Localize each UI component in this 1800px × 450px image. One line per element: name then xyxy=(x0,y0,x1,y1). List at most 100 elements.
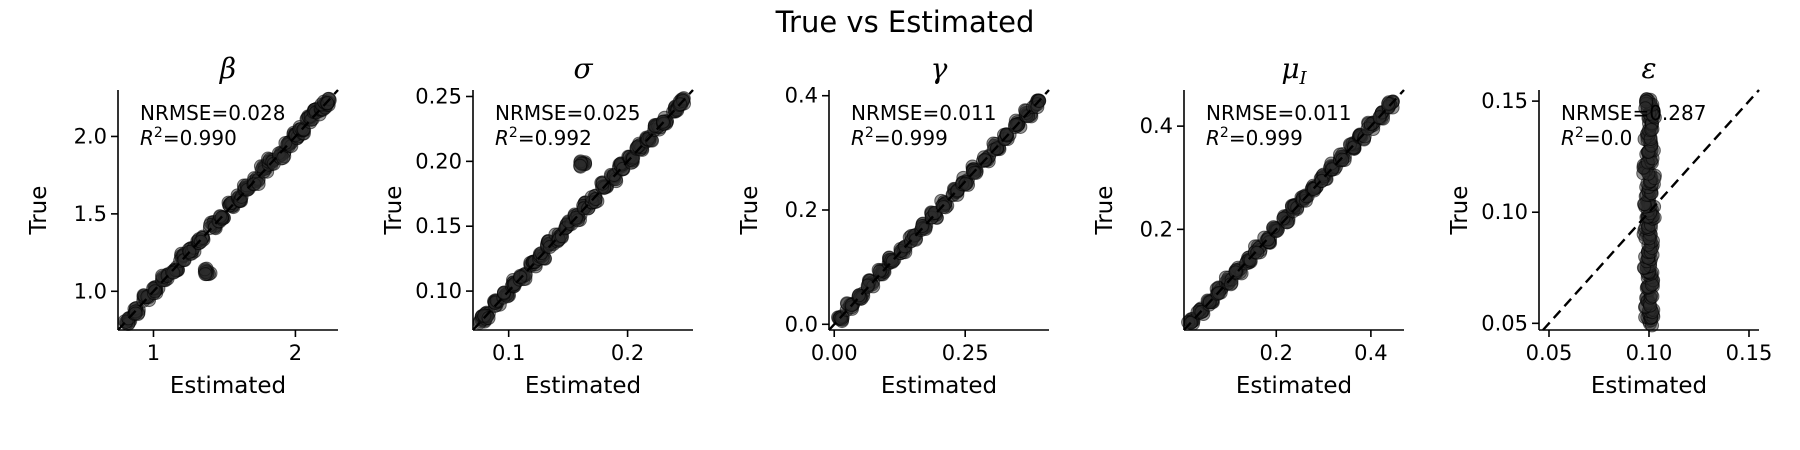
r2-superscript: 2 xyxy=(509,125,518,141)
r2-symbol: R xyxy=(1561,126,1575,150)
identity-line xyxy=(1542,89,1760,331)
point-21-dense-10 xyxy=(1638,101,1653,116)
x-tick-label: 0.2 xyxy=(1260,341,1293,365)
figure-title: True vs Estimated xyxy=(775,5,1035,39)
y-axis-label: True xyxy=(1447,186,1473,236)
nrmse-annotation: NRMSE=0.028 xyxy=(140,101,285,125)
point-4-dense-10 xyxy=(860,278,875,293)
x-tick-label: 0.4 xyxy=(1354,341,1387,365)
r2-value: =0.999 xyxy=(1229,126,1303,150)
point-9-dense-10 xyxy=(193,234,208,249)
panel-title-subscript: I xyxy=(1299,68,1308,89)
y-axis-label: True xyxy=(1092,186,1118,236)
y-tick-label: 1.5 xyxy=(74,202,107,226)
r2-annotation: R2=0.999 xyxy=(851,125,948,150)
r2-value: =0.999 xyxy=(874,126,948,150)
panel-title: σ xyxy=(573,52,593,85)
y-tick-label: 0.15 xyxy=(415,214,462,238)
point-15-dense-10 xyxy=(588,192,603,207)
y-tick-label: 0.10 xyxy=(415,279,462,303)
x-tick-label: 0.2 xyxy=(611,341,644,365)
x-tick-label: 0.15 xyxy=(1726,341,1773,365)
panel-5: 0.05 0.10 0.15 0.05 0.10 0.15 Estimated True ε NR… xyxy=(1447,52,1772,399)
r2-superscript: 2 xyxy=(865,125,874,141)
y-tick-label: 0.4 xyxy=(1140,114,1173,138)
y-tick-label: 0.20 xyxy=(415,149,462,173)
r2-superscript: 2 xyxy=(1575,125,1584,141)
point-3-dense-10 xyxy=(851,288,866,303)
y-axis-label: True xyxy=(737,186,763,236)
point-2-dense-10 xyxy=(128,306,143,321)
r2-superscript: 2 xyxy=(154,125,163,141)
y-tick-label: 0.05 xyxy=(1481,311,1528,335)
panel-1: 1 21.01.52.0EstimatedTrueβNRMSE=0.028R2=0… xyxy=(26,52,339,399)
x-tick-label: 0.1 xyxy=(492,341,525,365)
scatter-points xyxy=(472,91,692,330)
identity-line xyxy=(472,89,694,331)
point-13-dense-10 xyxy=(573,158,588,173)
r2-annotation: R2=0.0 xyxy=(1561,125,1632,150)
point-11-dense-10 xyxy=(1276,211,1291,226)
r2-symbol: R xyxy=(851,126,865,150)
panels-group: 1 21.01.52.0EstimatedTrueβNRMSE=0.028R2=0… xyxy=(26,52,1772,399)
y-tick-label: 0.10 xyxy=(1481,200,1528,224)
point-5-dense-10 xyxy=(872,264,887,279)
y-tick-label: 0.15 xyxy=(1481,89,1528,113)
r2-annotation: R2=0.992 xyxy=(495,125,592,150)
x-axis-label: Estimated xyxy=(1591,373,1707,399)
point-6-dense-10 xyxy=(166,265,181,280)
point-16-dense-10 xyxy=(251,176,266,191)
point-22-dense-10 xyxy=(1381,96,1396,111)
point-13-dense-10 xyxy=(958,176,973,191)
y-tick-label: 0.4 xyxy=(785,84,818,108)
r2-symbol: R xyxy=(1206,126,1220,150)
panel-title: γ xyxy=(931,52,948,85)
r2-superscript: 2 xyxy=(1220,125,1229,141)
x-axis-label: Estimated xyxy=(1236,373,1352,399)
panel-title: ε xyxy=(1641,52,1656,85)
r2-symbol: R xyxy=(140,126,154,150)
point-17-dense-10 xyxy=(1335,152,1350,167)
point-19-dense-10 xyxy=(1644,122,1659,137)
scatter-points xyxy=(831,93,1047,329)
nrmse-annotation: NRMSE=0.011 xyxy=(1206,101,1351,125)
panel-2: 0.1 0.2 0.10 0.15 0.20 0.25 Estimated True σ NRMS… xyxy=(381,52,694,399)
point-9-dense-10 xyxy=(915,219,930,234)
x-tick-label: 0.10 xyxy=(1626,341,1673,365)
r2-annotation: R2=0.999 xyxy=(1206,125,1303,150)
point-19-dense-10 xyxy=(276,150,291,165)
y-tick-label: 0.2 xyxy=(1140,217,1173,241)
point-8-dense-10 xyxy=(1250,245,1265,260)
x-tick-label: 0.00 xyxy=(811,341,858,365)
r2-annotation: R2=0.990 xyxy=(140,125,237,150)
panel-3: 0.00 0.25 0.0 0.2 0.4 Estimated True γ NRMSE=0.0… xyxy=(737,52,1050,399)
x-tick-label: 0.25 xyxy=(942,341,989,365)
nrmse-annotation: NRMSE=0.025 xyxy=(495,101,640,125)
x-tick-label: 1 xyxy=(147,341,160,365)
panel-4: 0.2 0.40.20.4EstimatedTrueμINRMSE=0.011R2… xyxy=(1092,52,1405,399)
point-10-dense-10 xyxy=(198,267,213,282)
y-axis-label: True xyxy=(381,186,407,236)
nrmse-annotation: NRMSE=0.011 xyxy=(851,101,996,125)
y-tick-label: 0.25 xyxy=(415,84,462,108)
identity-line xyxy=(1183,89,1405,331)
x-tick-label: 0.05 xyxy=(1526,341,1573,365)
y-axis-label: True xyxy=(26,186,52,236)
y-tick-label: 2.0 xyxy=(74,124,107,148)
r2-value: =0.992 xyxy=(518,126,592,150)
nrmse-annotation: NRMSE=0.287 xyxy=(1561,101,1706,125)
r2-value: =0.0 xyxy=(1584,126,1633,150)
x-axis-label: Estimated xyxy=(881,373,997,399)
identity-line xyxy=(828,89,1050,331)
panel-title: β xyxy=(219,52,236,85)
scatter-points xyxy=(1636,92,1662,333)
r2-value: =0.990 xyxy=(163,126,237,150)
x-axis-label: Estimated xyxy=(525,373,641,399)
panel-title: μI xyxy=(1281,52,1307,89)
y-tick-label: 0.0 xyxy=(785,312,818,336)
y-tick-label: 1.0 xyxy=(74,279,107,303)
r2-symbol: R xyxy=(495,126,509,150)
x-tick-label: 2 xyxy=(289,341,302,365)
identity-line xyxy=(117,89,339,331)
